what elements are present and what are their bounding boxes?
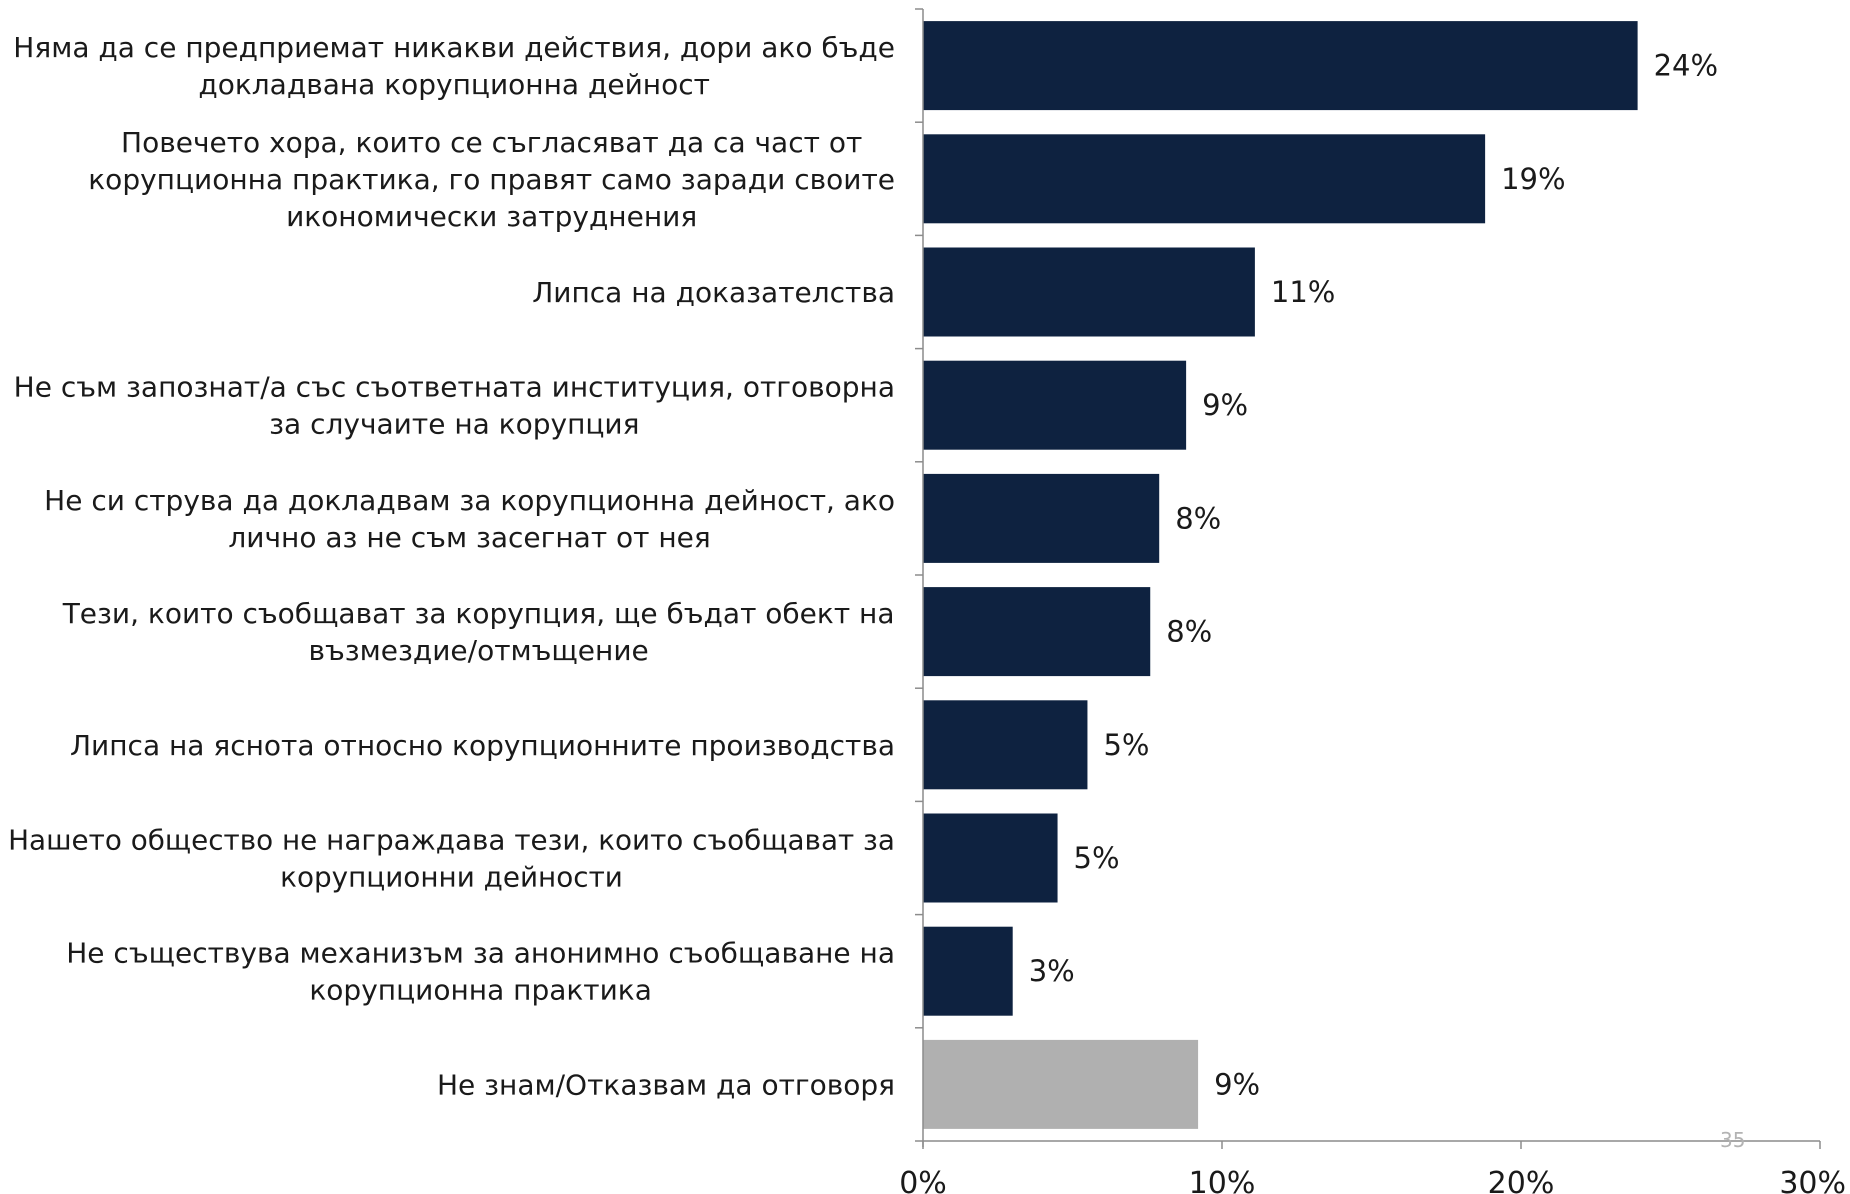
bar-5	[923, 473, 1160, 563]
category-label-line: корупционни дейности	[280, 860, 623, 893]
value-label-6: 8%	[1166, 615, 1212, 649]
category-label-line: възмездие/отмъщение	[308, 634, 648, 667]
bar-1	[923, 21, 1638, 111]
value-label-8: 5%	[1074, 841, 1120, 875]
category-label-line: Не съществува механизъм за анонимно съоб…	[66, 937, 895, 970]
x-tick-label: 10%	[1189, 1166, 1256, 1194]
category-label-line: докладвана корупционна дейност	[198, 68, 710, 101]
bar-4	[923, 360, 1187, 450]
x-tick-label: 30%	[1779, 1166, 1846, 1194]
category-label-line: Не знам/Отказвам да отговоря	[437, 1068, 895, 1101]
bar-7	[923, 700, 1088, 790]
x-tick-label: 0%	[899, 1166, 947, 1194]
bar-6	[923, 587, 1151, 677]
category-label-line: лично аз не съм засегнат от нея	[228, 521, 710, 554]
value-label-5: 8%	[1175, 501, 1221, 535]
value-label-9: 3%	[1029, 954, 1075, 988]
value-labels-group: 24% 19% 11% 9% 8% 8% 5% 5% 3% 9%	[1029, 49, 1718, 1102]
category-label-4: Не съм запознат/а със съответната инстит…	[14, 371, 895, 441]
bar-9	[923, 926, 1013, 1016]
category-label-5: Не си струва да докладвам за корупционна…	[44, 484, 895, 554]
category-label-line: корупционна практика	[309, 974, 651, 1007]
value-label-10: 9%	[1214, 1067, 1260, 1101]
category-label-line: корупционна практика, го правят само зар…	[88, 163, 895, 196]
bar-3	[923, 247, 1255, 337]
bars-group	[923, 21, 1638, 1129]
category-label-7: Липса на яснота относно корупционните пр…	[70, 729, 895, 762]
category-label-line: Тези, които съобщават за корупция, ще бъ…	[62, 597, 895, 630]
category-labels-group: Няма да се предприемат никакви действия,…	[8, 31, 895, 1101]
bar-10	[923, 1039, 1199, 1129]
category-label-line: Липса на доказателства	[532, 276, 895, 309]
page-number: 35	[1720, 1128, 1745, 1152]
category-label-line: за случаите на корупция	[269, 408, 639, 441]
category-label-line: Липса на яснота относно корупционните пр…	[70, 729, 895, 762]
value-label-1: 24%	[1654, 49, 1718, 83]
value-label-4: 9%	[1202, 388, 1248, 422]
value-label-3: 11%	[1271, 275, 1335, 309]
category-label-line: Няма да се предприемат никакви действия,…	[13, 31, 895, 64]
category-label-line: Нашето общество не награждава тези, коит…	[8, 823, 895, 856]
value-label-7: 5%	[1103, 728, 1149, 762]
category-label-3: Липса на доказателства	[532, 276, 895, 309]
axes-group: 0% 10% 20% 30%	[899, 8, 1846, 1194]
category-label-8: Нашето общество не награждава тези, коит…	[8, 823, 895, 893]
category-label-6: Тези, които съобщават за корупция, ще бъ…	[62, 597, 895, 667]
category-label-10: Не знам/Отказвам да отговоря	[437, 1068, 895, 1101]
x-tick-label: 20%	[1488, 1166, 1555, 1194]
category-label-line: Не съм запознат/а със съответната инстит…	[14, 371, 895, 404]
category-label-9: Не съществува механизъм за анонимно съоб…	[66, 937, 895, 1007]
category-label-line: Повечето хора, които се съгласяват да са…	[121, 126, 862, 159]
category-label-line: Не си струва да докладвам за корупционна…	[44, 484, 895, 517]
value-label-2: 19%	[1501, 162, 1565, 196]
category-label-2: Повечето хора, които се съгласяват да са…	[88, 126, 895, 233]
category-label-line: икономически затруднения	[286, 200, 697, 233]
bar-8	[923, 813, 1058, 903]
category-label-1: Няма да се предприемат никакви действия,…	[13, 31, 895, 101]
bar-2	[923, 134, 1486, 224]
